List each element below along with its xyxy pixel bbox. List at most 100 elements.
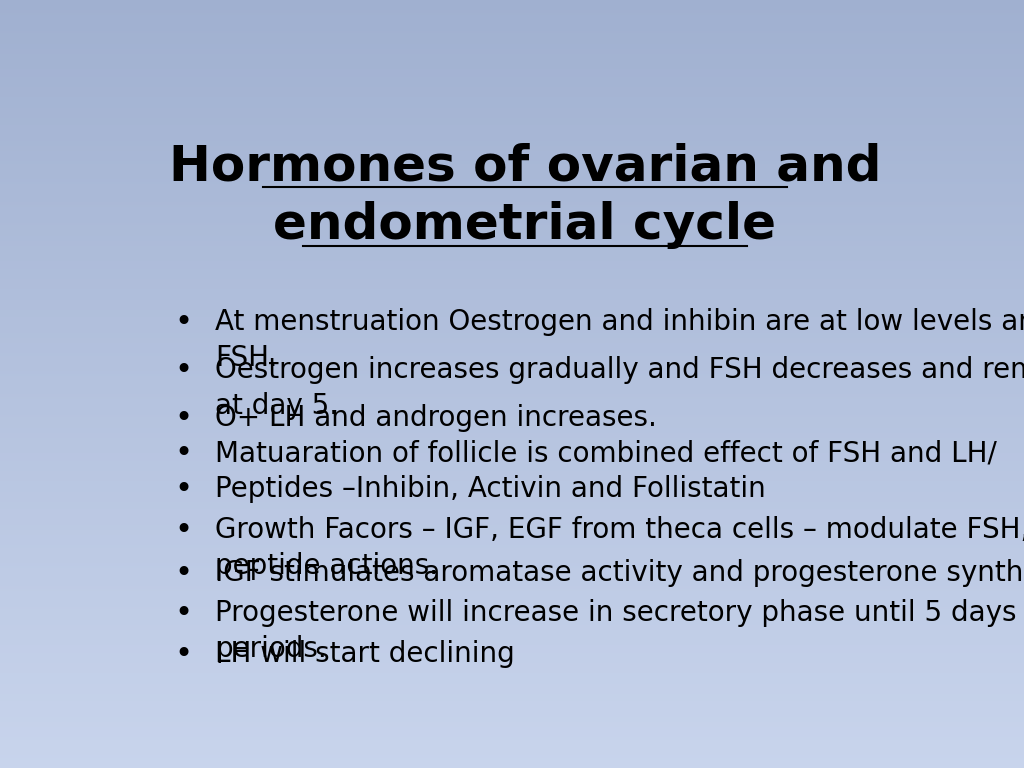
Bar — [0, 428, 1024, 430]
Bar — [0, 576, 1024, 578]
Bar — [0, 205, 1024, 207]
Bar — [0, 604, 1024, 607]
Bar — [0, 597, 1024, 599]
Bar — [0, 432, 1024, 435]
Bar — [0, 246, 1024, 248]
Bar — [0, 336, 1024, 338]
Bar — [0, 440, 1024, 443]
Bar — [0, 486, 1024, 489]
Bar — [0, 274, 1024, 276]
Bar — [0, 92, 1024, 94]
Bar — [0, 100, 1024, 102]
Bar — [0, 71, 1024, 74]
Bar — [0, 548, 1024, 551]
Bar — [0, 146, 1024, 148]
Bar — [0, 343, 1024, 346]
Bar — [0, 561, 1024, 563]
Bar — [0, 701, 1024, 704]
Bar — [0, 489, 1024, 492]
Bar — [0, 528, 1024, 530]
Bar — [0, 415, 1024, 417]
Bar — [0, 763, 1024, 766]
Bar — [0, 269, 1024, 271]
Bar — [0, 422, 1024, 425]
Bar — [0, 161, 1024, 164]
Bar — [0, 540, 1024, 543]
Bar — [0, 28, 1024, 31]
Bar — [0, 323, 1024, 325]
Bar — [0, 61, 1024, 64]
Text: Progesterone will increase in secretory phase until 5 days before
periods.: Progesterone will increase in secretory … — [215, 599, 1024, 663]
Bar — [0, 133, 1024, 136]
Text: •: • — [174, 439, 193, 468]
Bar — [0, 420, 1024, 422]
Bar — [0, 238, 1024, 240]
Bar — [0, 643, 1024, 645]
Bar — [0, 650, 1024, 653]
Bar — [0, 2, 1024, 5]
Bar — [0, 338, 1024, 340]
Bar — [0, 325, 1024, 328]
Bar — [0, 371, 1024, 374]
Bar — [0, 320, 1024, 323]
Bar — [0, 509, 1024, 512]
Bar — [0, 54, 1024, 56]
Bar — [0, 630, 1024, 632]
Bar — [0, 758, 1024, 760]
Text: •: • — [174, 559, 193, 588]
Bar — [0, 405, 1024, 407]
Bar — [0, 46, 1024, 48]
Bar — [0, 663, 1024, 666]
Bar — [0, 154, 1024, 156]
Bar — [0, 33, 1024, 36]
Bar — [0, 640, 1024, 643]
Bar — [0, 574, 1024, 576]
Bar — [0, 282, 1024, 284]
Bar — [0, 409, 1024, 412]
Bar — [0, 167, 1024, 169]
Bar — [0, 125, 1024, 128]
Bar — [0, 223, 1024, 225]
Bar — [0, 627, 1024, 630]
Bar — [0, 563, 1024, 566]
Bar — [0, 284, 1024, 286]
Bar — [0, 586, 1024, 589]
Text: endometrial cycle: endometrial cycle — [273, 201, 776, 249]
Bar — [0, 717, 1024, 720]
Bar — [0, 271, 1024, 274]
Bar — [0, 10, 1024, 13]
Bar — [0, 115, 1024, 118]
Bar — [0, 558, 1024, 561]
Bar — [0, 366, 1024, 369]
Bar — [0, 94, 1024, 98]
Bar — [0, 179, 1024, 182]
Bar — [0, 67, 1024, 69]
Bar — [0, 356, 1024, 359]
Bar — [0, 543, 1024, 545]
Bar — [0, 36, 1024, 38]
Bar — [0, 512, 1024, 515]
Bar — [0, 315, 1024, 317]
Bar — [0, 766, 1024, 768]
Bar — [0, 248, 1024, 251]
Bar — [0, 38, 1024, 41]
Bar — [0, 430, 1024, 432]
Text: Oestrogen increases gradually and FSH decreases and remains static
at day 5.: Oestrogen increases gradually and FSH de… — [215, 356, 1024, 420]
Bar — [0, 156, 1024, 159]
Bar — [0, 737, 1024, 740]
Text: Matuaration of follicle is combined effect of FSH and LH/: Matuaration of follicle is combined effe… — [215, 439, 997, 467]
Bar — [0, 714, 1024, 717]
Bar — [0, 123, 1024, 125]
Bar — [0, 492, 1024, 494]
Bar — [0, 581, 1024, 584]
Bar — [0, 461, 1024, 463]
Bar — [0, 136, 1024, 138]
Bar — [0, 251, 1024, 253]
Bar — [0, 745, 1024, 747]
Bar — [0, 614, 1024, 617]
Text: •: • — [174, 599, 193, 628]
Bar — [0, 25, 1024, 28]
Bar — [0, 468, 1024, 471]
Bar — [0, 159, 1024, 161]
Bar — [0, 31, 1024, 33]
